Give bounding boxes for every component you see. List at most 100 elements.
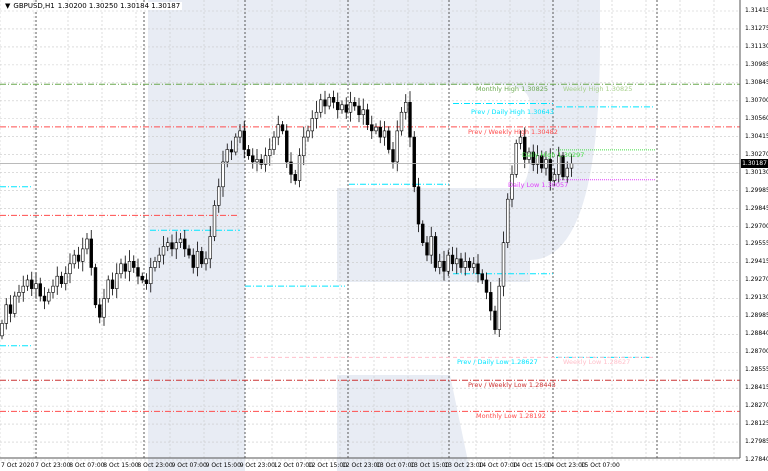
candle (170, 234, 174, 257)
price-tick: 1.28125 (745, 420, 768, 428)
candle-body (178, 238, 183, 243)
price-tick: 1.30270 (745, 150, 768, 158)
candle (272, 131, 276, 155)
candle (85, 232, 89, 255)
ohlc-readout: 1.30200 1.30250 1.30184 1.30187 (57, 2, 181, 10)
candle-body (501, 242, 506, 287)
candle-body (268, 149, 272, 157)
candle (382, 121, 387, 146)
candle-body (421, 223, 425, 243)
candle-body (565, 167, 569, 178)
candle-body (323, 99, 327, 107)
candle (64, 266, 68, 291)
time-tick: 7 Oct 23:00 (35, 462, 71, 469)
price-tick: 1.30415 (745, 132, 768, 140)
candle (140, 272, 144, 284)
candle (136, 258, 140, 285)
candle-body (476, 263, 480, 275)
candle (51, 279, 55, 299)
candle (119, 258, 123, 279)
candle (548, 148, 552, 191)
candle (340, 100, 344, 114)
candle (387, 126, 391, 154)
price-tick: 1.31130 (745, 42, 768, 50)
candle (229, 140, 234, 161)
candle-body (327, 97, 331, 107)
time-tick: 14 Oct 07:00 (478, 462, 518, 469)
candle-body (47, 292, 51, 302)
candle-body (64, 273, 68, 284)
candle-body (153, 261, 157, 268)
candle-body (195, 251, 200, 268)
candle (518, 130, 523, 150)
level-label: Daily Low 1.30057 (508, 180, 569, 189)
candle (81, 237, 85, 272)
candle (17, 284, 21, 303)
candle-body (353, 102, 357, 107)
candle (540, 150, 544, 173)
candle (561, 151, 565, 181)
candle (4, 298, 8, 330)
triangle-down-icon[interactable]: ▼ (5, 2, 11, 10)
price-tick: 1.27840 (745, 456, 768, 463)
time-tick: 14 Oct 23:00 (546, 462, 586, 469)
candle (310, 110, 314, 139)
candle (178, 232, 183, 249)
candle-body (98, 304, 102, 318)
candle-body (387, 130, 391, 150)
price-tick: 1.28840 (745, 330, 768, 338)
candle (76, 246, 81, 269)
candle-body (557, 155, 561, 175)
candle-body (467, 261, 472, 268)
candle-body (527, 151, 531, 160)
candle (30, 271, 34, 297)
candle-body (344, 104, 348, 113)
candle (161, 235, 166, 265)
candle (531, 144, 535, 172)
candle-body (348, 102, 353, 113)
candle-body (225, 149, 229, 163)
candle-body (170, 242, 174, 250)
candle-body (523, 136, 527, 160)
candle-body (4, 304, 8, 324)
candle-body (404, 102, 408, 113)
level-label: Daily High 1.30297 (522, 150, 585, 159)
candle-body (157, 254, 161, 262)
candle-body (408, 102, 412, 138)
candle-body (0, 323, 4, 337)
candle-body (187, 248, 191, 256)
price-tick: 1.29700 (745, 222, 768, 230)
candle-body (72, 254, 76, 265)
price-tick: 1.30130 (745, 168, 768, 176)
candle (497, 277, 501, 338)
candle (433, 231, 438, 272)
candle (263, 147, 268, 172)
candle (416, 177, 421, 233)
candle-body (38, 283, 42, 297)
candle-body (293, 174, 297, 181)
candle (327, 93, 331, 110)
level-label: Prev / Weekly Low 1.28443 (468, 381, 556, 390)
current-price-label: 1.30187 (741, 159, 768, 169)
candle-body (30, 279, 34, 289)
candle-body (450, 254, 455, 265)
candle-body (378, 126, 382, 138)
candle (153, 256, 157, 272)
candle (510, 165, 514, 208)
candle (467, 257, 472, 271)
candle-body (149, 267, 153, 284)
candle (166, 237, 170, 252)
candle-body (217, 186, 221, 206)
price-tick: 1.30700 (745, 96, 768, 104)
candle (110, 272, 115, 296)
candle-body (285, 130, 289, 163)
candle-body (161, 246, 166, 256)
time-tick: 15 Oct 07:00 (580, 462, 620, 469)
candle-body (76, 254, 81, 262)
candle (565, 161, 569, 183)
level-label: Weekly High 1.30825 (563, 85, 633, 94)
candle-body (204, 258, 208, 265)
candle (285, 124, 289, 168)
candle (89, 230, 93, 276)
